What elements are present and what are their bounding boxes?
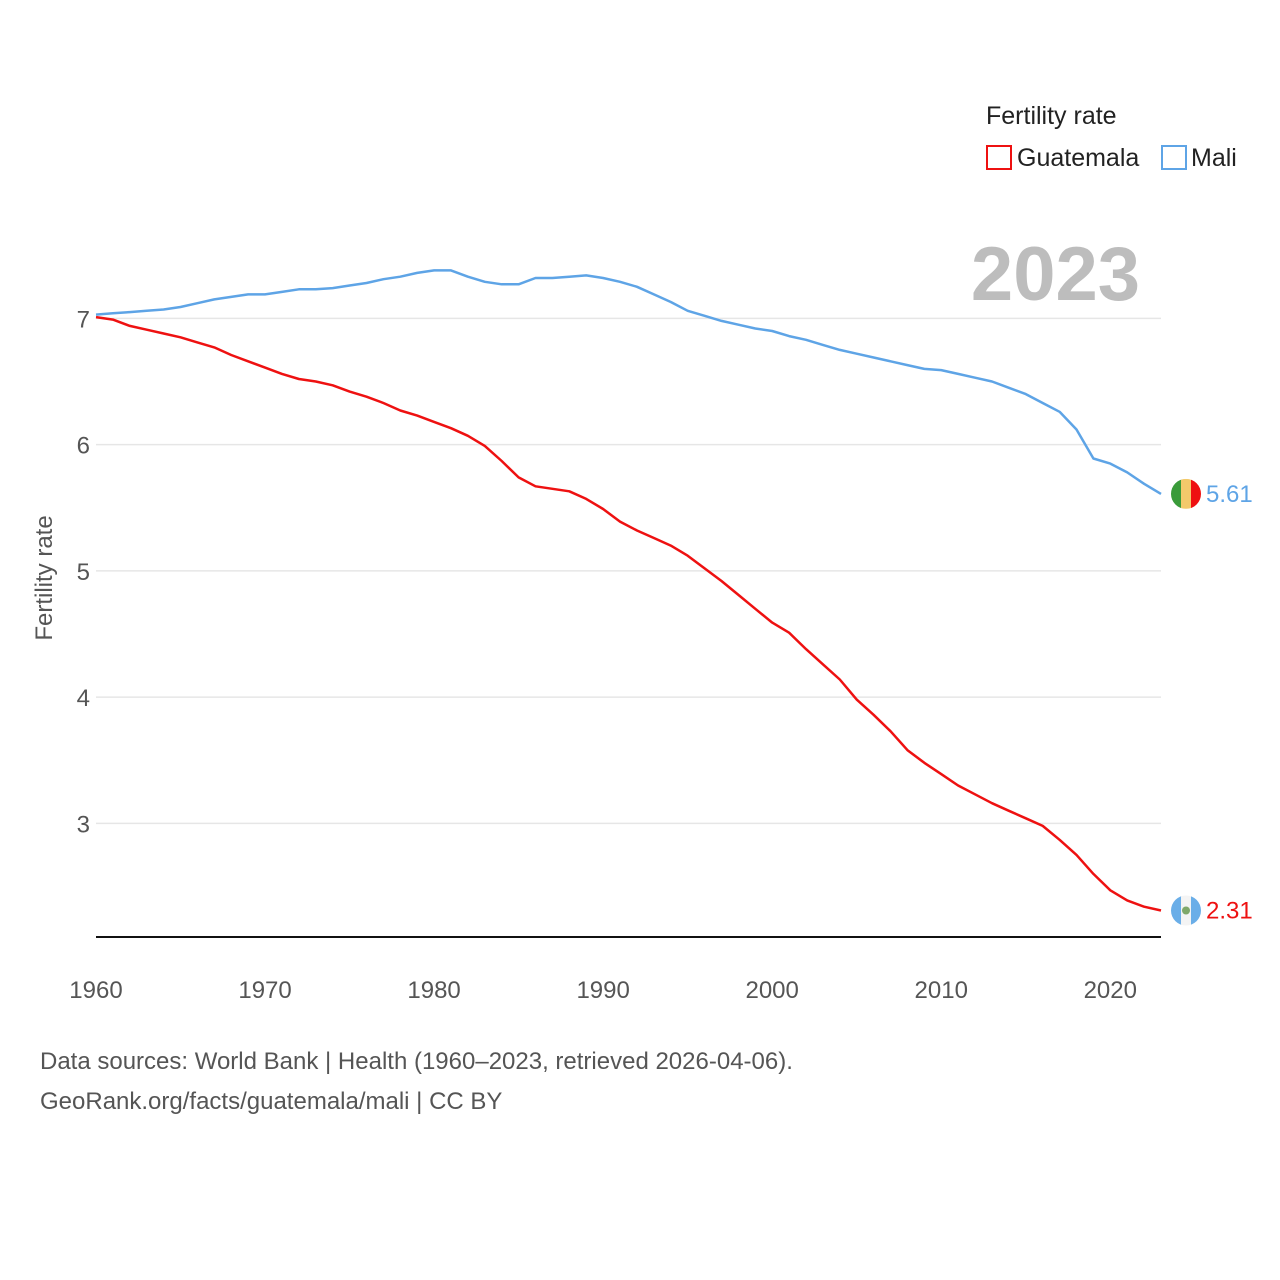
legend: Fertility rate Guatemala Mali bbox=[986, 102, 1237, 172]
end-value-mali: 5.61 bbox=[1206, 481, 1253, 508]
x-tick-1970: 1970 bbox=[238, 977, 291, 1004]
legend-title: Fertility rate bbox=[986, 102, 1117, 130]
series-line-guatemala[interactable] bbox=[95, 315, 1162, 912]
line-chart: 3 4 5 6 7 1960 1970 1980 1990 2000 2010 2020 Ferti… bbox=[31, 102, 1253, 1004]
year-label: 2023 bbox=[971, 232, 1140, 317]
y-tick-5: 5 bbox=[77, 559, 90, 586]
x-tick-1990: 1990 bbox=[576, 977, 629, 1004]
y-tick-3: 3 bbox=[77, 811, 90, 838]
gridlines bbox=[96, 317, 1161, 825]
y-axis-ticks: 3 4 5 6 7 bbox=[77, 306, 90, 838]
y-tick-4: 4 bbox=[77, 685, 90, 712]
x-tick-2010: 2010 bbox=[915, 977, 968, 1004]
x-tick-1960: 1960 bbox=[69, 977, 122, 1004]
end-markers: 2.31 5.61 bbox=[1171, 478, 1253, 926]
end-value-guatemala: 2.31 bbox=[1206, 897, 1253, 924]
x-tick-2020: 2020 bbox=[1084, 977, 1137, 1004]
source-line-1: Data sources: World Bank | Health (1960–… bbox=[40, 1048, 793, 1075]
y-tick-6: 6 bbox=[77, 433, 90, 460]
legend-label-guatemala[interactable]: Guatemala bbox=[1017, 144, 1139, 172]
legend-swatch-guatemala[interactable] bbox=[986, 145, 1012, 170]
y-axis-label: Fertility rate bbox=[31, 515, 58, 640]
y-tick-7: 7 bbox=[77, 306, 90, 333]
source-note: Data sources: World Bank | Health (1960–… bbox=[40, 1042, 793, 1122]
legend-label-mali[interactable]: Mali bbox=[1191, 144, 1237, 172]
legend-swatch-mali[interactable] bbox=[1161, 145, 1187, 170]
series-group bbox=[95, 269, 1162, 912]
x-axis-ticks: 1960 1970 1980 1990 2000 2010 2020 bbox=[69, 977, 1137, 1004]
guatemala-flag-icon bbox=[1171, 895, 1201, 926]
x-tick-1980: 1980 bbox=[407, 977, 460, 1004]
source-line-2[interactable]: GeoRank.org/facts/guatemala/mali | CC BY bbox=[40, 1088, 503, 1115]
mali-flag-icon bbox=[1171, 478, 1201, 509]
series-line-mali[interactable] bbox=[95, 269, 1162, 495]
x-tick-2000: 2000 bbox=[745, 977, 798, 1004]
